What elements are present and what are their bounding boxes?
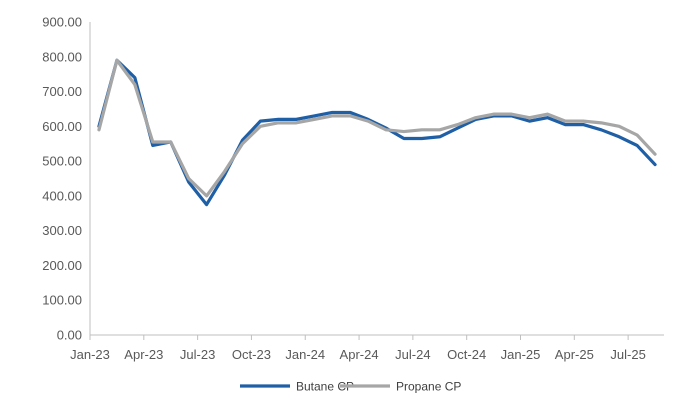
x-tick-label: Apr-23 [124,347,163,362]
y-tick-label: 600.00 [42,119,82,134]
y-tick-label: 0.00 [57,328,82,343]
x-tick-label: Jul-24 [395,347,430,362]
x-tick-label: Apr-24 [340,347,379,362]
series-line-propane [97,58,657,198]
series-line-butane [97,58,657,207]
x-tick-label: Jul-25 [610,347,645,362]
x-tick-label: Jan-23 [70,347,110,362]
x-tick-label: Oct-23 [232,347,271,362]
x-tick-label: Oct-24 [447,347,486,362]
y-tick-label: 100.00 [42,293,82,308]
x-tick-label: Jan-25 [501,347,541,362]
y-tick-label: 900.00 [42,15,82,30]
x-tick-label: Jan-24 [285,347,325,362]
legend-label: Propane CP [396,380,461,394]
y-tick-label: 200.00 [42,258,82,273]
y-tick-label: 800.00 [42,49,82,64]
legend: Butane CP Propane CP [240,380,461,394]
x-tick-labels: Jan-23 Apr-23 Jul-23 Oct-23 Jan-24 Apr-24 Jul-… [70,335,646,362]
x-tick-label: Jul-23 [180,347,215,362]
y-tick-labels: 0.00 100.00 200.00 300.00 400.00 500.00 600.00… [42,15,82,343]
y-tick-label: 400.00 [42,188,82,203]
legend-label: Butane CP [296,380,354,394]
axes [89,22,664,336]
y-tick-label: 300.00 [42,223,82,238]
y-tick-label: 500.00 [42,154,82,169]
x-tick-label: Apr-25 [555,347,594,362]
y-tick-label: 700.00 [42,84,82,99]
series-lines [97,58,657,207]
